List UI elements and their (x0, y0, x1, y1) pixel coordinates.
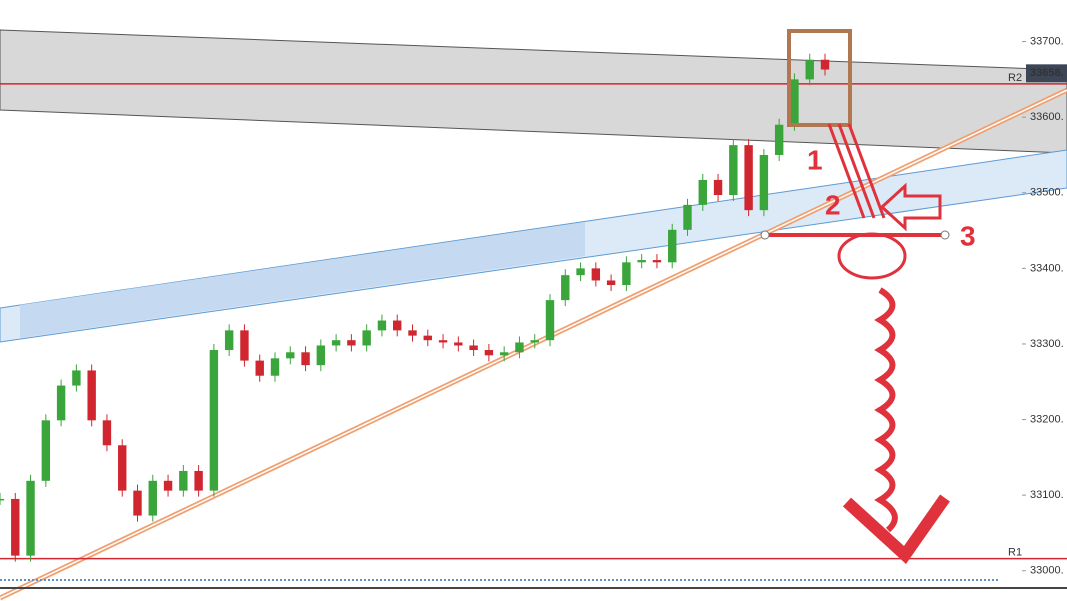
candle (377, 320, 387, 331)
candle (484, 350, 494, 356)
candle (255, 360, 264, 376)
candle (591, 268, 601, 281)
y-tick-label: 33100. (1030, 489, 1064, 501)
candle (530, 340, 539, 343)
candle (668, 229, 677, 263)
annotation: 1 (807, 144, 823, 175)
candle (606, 280, 616, 286)
candle (118, 445, 127, 491)
candle (790, 79, 799, 125)
candle (637, 260, 646, 263)
candle (41, 420, 51, 481)
candle (0, 498, 5, 501)
candle (102, 420, 112, 446)
candle (26, 480, 35, 556)
candle (454, 342, 463, 346)
candle (805, 59, 814, 80)
trend-line-inner (0, 89, 1067, 599)
candle (759, 154, 769, 211)
candle (774, 124, 784, 155)
candle (87, 370, 96, 421)
candle (729, 145, 738, 196)
candle (393, 320, 402, 331)
annotation: 2 (825, 189, 841, 220)
candle (652, 260, 662, 263)
candle (179, 470, 188, 491)
y-tick-label: 33500. (1030, 187, 1064, 199)
candle (301, 352, 310, 366)
candle (194, 470, 203, 491)
candle (561, 275, 570, 301)
candle (270, 358, 280, 376)
candle (163, 480, 173, 491)
candle (576, 268, 585, 276)
candle (744, 145, 753, 211)
level-label: R2 (1008, 72, 1022, 84)
candle (286, 352, 295, 359)
annotation: 3 (960, 220, 976, 251)
candle (209, 350, 219, 491)
y-tick-label: 33600. (1030, 111, 1064, 123)
y-tick-label: 33000. (1030, 565, 1064, 577)
support-channel-shade (20, 222, 585, 338)
candle (469, 345, 478, 351)
candle (240, 330, 249, 361)
candle (72, 370, 81, 386)
y-tick-label: 33200. (1030, 413, 1064, 425)
candle (56, 385, 66, 421)
drawings (765, 123, 950, 565)
resistance-channel (0, 29, 1067, 154)
candle (438, 340, 448, 343)
y-tick-label: 33400. (1030, 262, 1064, 274)
handle (940, 230, 950, 240)
candle (683, 204, 692, 230)
y-tick-label: 33300. (1030, 338, 1064, 350)
candle (347, 340, 356, 346)
candle (408, 330, 417, 336)
candle (499, 352, 509, 356)
candle (224, 330, 234, 351)
candle (515, 342, 524, 353)
candle (713, 179, 723, 196)
candle (820, 59, 830, 70)
y-tick-label: 33700. (1030, 35, 1064, 47)
candle (423, 335, 432, 341)
candle (698, 179, 707, 205)
candle (362, 330, 371, 346)
candle (148, 480, 157, 516)
level-label: R1 (1008, 547, 1022, 559)
candle (545, 300, 555, 341)
candle (331, 340, 341, 346)
candle (316, 345, 326, 366)
price-tag-label: 33658. (1030, 67, 1064, 79)
highlight-box (787, 29, 852, 127)
plot (0, 53, 1067, 562)
candle (622, 262, 631, 286)
candle (133, 490, 142, 516)
handle (760, 230, 770, 240)
candle (11, 498, 20, 556)
price-tag (1026, 64, 1067, 83)
